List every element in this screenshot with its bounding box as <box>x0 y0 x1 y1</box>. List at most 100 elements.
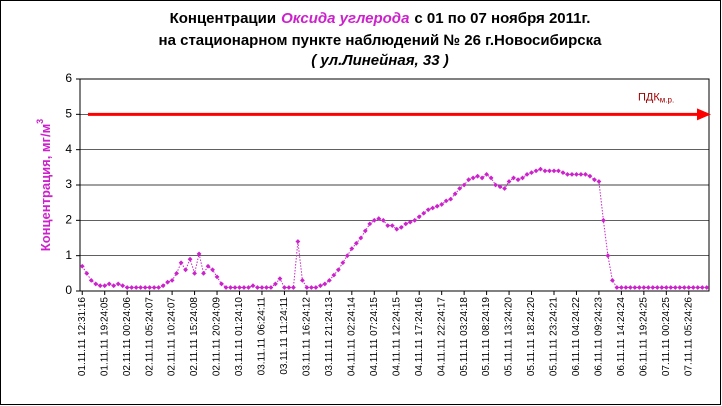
data-point <box>246 285 251 290</box>
data-point <box>237 285 242 290</box>
y-tick-label: 2 <box>65 213 72 227</box>
data-point <box>560 170 566 176</box>
data-point <box>596 179 602 184</box>
data-point <box>457 186 463 191</box>
data-point <box>349 246 355 251</box>
data-point <box>165 279 171 285</box>
data-point <box>196 251 202 257</box>
data-point <box>84 270 90 276</box>
y-tick-label: 0 <box>65 283 72 297</box>
data-point <box>241 285 247 290</box>
data-point <box>605 253 611 259</box>
data-point <box>677 285 683 290</box>
data-point <box>538 166 543 172</box>
data-point <box>493 182 498 188</box>
data-point <box>282 285 287 290</box>
data-point <box>380 217 386 223</box>
x-tick-label: 06.11.11 19:24:25 <box>638 297 649 377</box>
data-point <box>668 285 674 290</box>
data-point <box>291 285 296 290</box>
chart-subtitle: на стационарном пункте наблюдений № 26 г… <box>159 32 603 49</box>
data-point <box>102 283 108 289</box>
data-point <box>264 285 269 290</box>
x-tick-label: 02.11.11 20:24:09 <box>212 297 223 377</box>
x-tick-label: 03.11.11 01:24:10 <box>234 297 245 377</box>
data-point <box>484 172 490 177</box>
data-point <box>192 270 197 276</box>
data-point <box>376 216 382 221</box>
x-tick-label: 06.11.11 09:24:23 <box>594 297 605 377</box>
data-point <box>574 172 579 177</box>
data-line <box>81 168 707 288</box>
data-point <box>470 175 476 181</box>
data-point <box>704 285 710 290</box>
y-tick-label: 4 <box>65 142 72 156</box>
data-point <box>645 285 651 290</box>
data-point <box>672 285 678 290</box>
x-tick-label: 04.11.11 02:24:14 <box>346 297 357 377</box>
data-point <box>551 168 557 174</box>
data-point <box>443 198 449 204</box>
x-tick-label: 02.11.11 10:24:07 <box>167 297 178 377</box>
data-point <box>547 168 552 174</box>
data-point <box>690 285 696 290</box>
data-point <box>367 221 373 227</box>
data-point <box>183 267 188 273</box>
data-point <box>286 285 292 290</box>
data-point <box>142 285 148 290</box>
data-point <box>636 285 642 290</box>
title-substance: Оксида углерода <box>281 10 409 27</box>
data-point <box>466 177 472 183</box>
pdk-label: ПДКм.р. <box>638 91 674 104</box>
data-point <box>88 278 94 283</box>
x-tick-label: 05.11.11 18:24:20 <box>526 297 537 377</box>
pdk-arrowhead <box>697 108 711 121</box>
data-point <box>362 228 368 234</box>
data-point <box>475 173 481 179</box>
data-point <box>416 214 422 220</box>
y-tick-label: 6 <box>65 71 72 85</box>
data-point <box>174 270 179 276</box>
data-point <box>479 175 485 181</box>
data-point <box>277 276 283 282</box>
data-point <box>407 219 413 225</box>
data-point <box>156 285 162 290</box>
data-point <box>169 278 175 283</box>
data-point <box>663 285 669 290</box>
data-point <box>371 217 377 223</box>
data-point <box>659 285 665 290</box>
x-tick-label: 04.11.11 22:24:17 <box>436 297 447 377</box>
data-point <box>201 270 206 276</box>
data-point <box>232 285 238 290</box>
x-tick-label: 04.11.11 07:24:15 <box>369 297 380 377</box>
pdk-label-sub: м.р. <box>660 95 674 104</box>
data-point <box>578 172 584 177</box>
data-point <box>205 263 211 269</box>
data-point <box>322 281 328 287</box>
data-point <box>618 285 624 290</box>
data-point <box>610 278 615 283</box>
data-point <box>488 175 494 181</box>
data-point <box>187 256 193 262</box>
data-point <box>129 285 135 290</box>
x-tick-label: 03.11.11 21:24:13 <box>324 297 335 377</box>
data-point <box>93 281 99 287</box>
data-point <box>614 285 620 290</box>
y-tick-label: 5 <box>65 107 72 121</box>
data-point <box>308 285 314 290</box>
x-tick-label: 02.11.11 00:24:06 <box>122 297 133 377</box>
data-point <box>601 217 606 223</box>
x-tick-label: 04.11.11 17:24:16 <box>414 297 425 377</box>
data-point <box>304 285 310 290</box>
x-tick-label: 05.11.11 03:24:18 <box>459 297 470 377</box>
data-point <box>228 285 233 290</box>
data-point <box>124 285 130 290</box>
data-point <box>259 285 265 290</box>
data-point <box>340 260 346 266</box>
data-point <box>583 172 588 177</box>
data-point <box>569 172 575 177</box>
data-point <box>331 272 337 278</box>
data-point <box>160 283 166 289</box>
data-point <box>133 285 139 290</box>
